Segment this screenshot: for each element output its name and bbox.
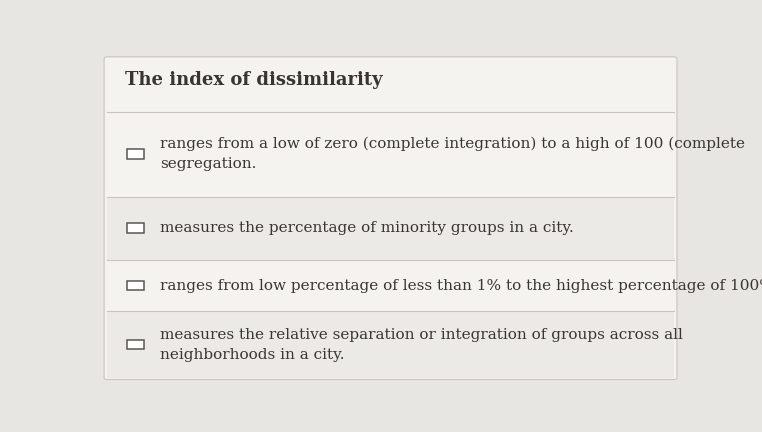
Text: measures the relative separation or integration of groups across all
neighborhoo: measures the relative separation or inte… [160, 327, 683, 362]
Bar [107, 260, 674, 311]
Bar [127, 223, 144, 233]
Text: measures the percentage of minority groups in a city.: measures the percentage of minority grou… [160, 221, 574, 235]
Bar [127, 281, 144, 290]
Bar [127, 149, 144, 159]
Bar [127, 340, 144, 349]
Bar [107, 112, 674, 197]
Text: ranges from a low of zero (complete integration) to a high of 100 (complete
segr: ranges from a low of zero (complete inte… [160, 137, 745, 172]
Text: The index of dissimilarity: The index of dissimilarity [125, 71, 383, 89]
Text: ranges from low percentage of less than 1% to the highest percentage of 100%.: ranges from low percentage of less than … [160, 279, 762, 292]
Bar [107, 311, 674, 378]
FancyBboxPatch shape [104, 57, 677, 379]
Bar [107, 197, 674, 260]
